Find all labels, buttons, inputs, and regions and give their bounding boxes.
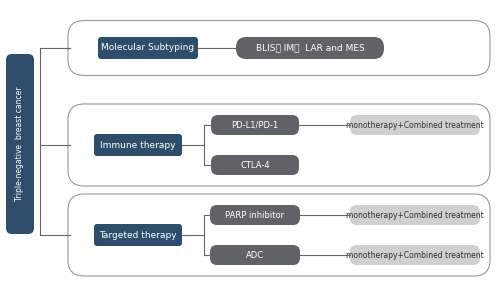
Text: CTLA-4: CTLA-4 [240, 160, 270, 170]
FancyBboxPatch shape [210, 245, 300, 265]
FancyBboxPatch shape [211, 115, 299, 135]
Text: PARP inhibitor: PARP inhibitor [226, 211, 284, 219]
FancyBboxPatch shape [98, 37, 198, 59]
Text: Molecular Subtyping: Molecular Subtyping [102, 43, 194, 52]
FancyBboxPatch shape [350, 205, 480, 225]
Text: BLIS， IM，  LAR and MES: BLIS， IM， LAR and MES [256, 43, 364, 52]
FancyBboxPatch shape [68, 104, 490, 186]
FancyBboxPatch shape [210, 205, 300, 225]
FancyBboxPatch shape [211, 155, 299, 175]
FancyBboxPatch shape [6, 54, 34, 234]
FancyBboxPatch shape [68, 20, 490, 75]
FancyBboxPatch shape [236, 37, 384, 59]
Text: monotherapy+Combined treatment: monotherapy+Combined treatment [346, 211, 484, 219]
Text: monotherapy+Combined treatment: monotherapy+Combined treatment [346, 251, 484, 259]
Text: PD-L1/PD-1: PD-L1/PD-1 [232, 120, 278, 130]
FancyBboxPatch shape [350, 245, 480, 265]
FancyBboxPatch shape [350, 115, 480, 135]
Text: monotherapy+Combined treatment: monotherapy+Combined treatment [346, 120, 484, 130]
FancyBboxPatch shape [94, 224, 182, 246]
FancyBboxPatch shape [94, 134, 182, 156]
Text: ADC: ADC [246, 251, 264, 259]
Text: Immune therapy: Immune therapy [100, 141, 176, 149]
Text: Triple-negative  breast cancer: Triple-negative breast cancer [16, 87, 24, 201]
FancyBboxPatch shape [68, 194, 490, 276]
Text: Targeted therapy: Targeted therapy [99, 230, 177, 240]
